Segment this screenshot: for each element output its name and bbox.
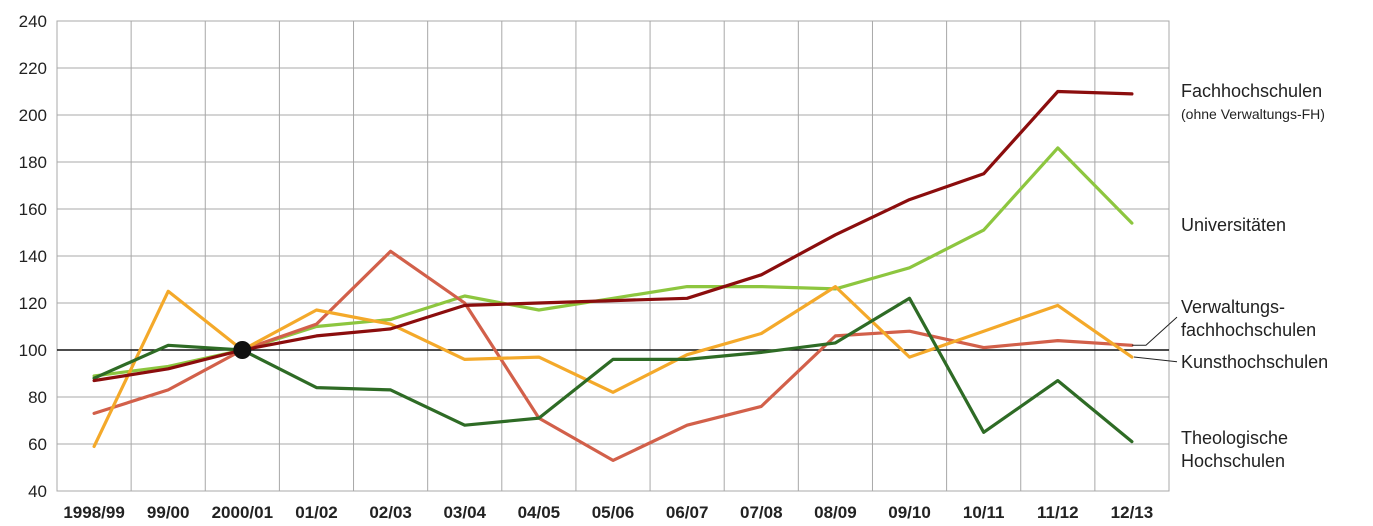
series-line-fh	[92, 89, 1134, 383]
x-axis: 1998/99 99/00 2000/01 01/02 02/03 03/04 04/05 0…	[63, 503, 1153, 522]
x-tick-label: 09/10	[888, 503, 931, 522]
y-tick-label: 220	[19, 59, 47, 78]
series-label-fh: Fachhochschulen	[1181, 81, 1322, 101]
y-tick-label: 240	[19, 12, 47, 31]
series-label-theo: Hochschulen	[1181, 451, 1285, 471]
x-tick-label: 1998/99	[63, 503, 124, 522]
leader-line-vfh	[1131, 316, 1178, 346]
series-line-vfh	[92, 249, 1134, 462]
y-tick-label: 160	[19, 200, 47, 219]
x-tick-label: 11/12	[1037, 503, 1079, 522]
y-tick-label: 120	[19, 294, 47, 313]
y-axis: 40 60 80 100 120 140 160 180 200 220 240	[19, 12, 47, 501]
x-tick-label: 10/11	[963, 503, 1005, 522]
x-tick-label: 07/08	[740, 503, 783, 522]
x-tick-label: 12/13	[1111, 503, 1154, 522]
y-tick-label: 40	[28, 482, 47, 501]
series-label-fh: (ohne Verwaltungs-FH)	[1181, 106, 1325, 122]
x-tick-label: 04/05	[518, 503, 561, 522]
x-tick-label: 06/07	[666, 503, 709, 522]
series-line-kunst	[92, 285, 1134, 448]
series-line-theo	[92, 296, 1134, 444]
x-tick-label: 02/03	[369, 503, 412, 522]
base-year-dot	[233, 341, 252, 359]
series-label-theo: Theologische	[1181, 428, 1288, 448]
y-tick-label: 200	[19, 106, 47, 125]
y-tick-label: 60	[28, 435, 47, 454]
x-tick-label: 99/00	[147, 503, 190, 522]
x-tick-label: 05/06	[592, 503, 635, 522]
x-tick-label: 01/02	[295, 503, 338, 522]
y-tick-label: 180	[19, 153, 47, 172]
x-tick-label: 03/04	[443, 503, 486, 522]
series-label-vfh: fachhochschulen	[1181, 320, 1316, 340]
y-tick-label: 140	[19, 247, 47, 266]
leader-line-kunst	[1133, 356, 1178, 363]
series-lines	[92, 89, 1134, 462]
y-tick-label: 100	[19, 341, 47, 360]
series-label-kunst: Kunsthochschulen	[1181, 352, 1328, 372]
series-label-uni: Universitäten	[1181, 215, 1286, 235]
series-label-vfh: Verwaltungs-	[1181, 297, 1285, 317]
series-line-uni	[92, 146, 1134, 378]
x-tick-label: 2000/01	[212, 503, 273, 522]
x-tick-label: 08/09	[814, 503, 857, 522]
base-year-marker	[233, 341, 252, 359]
y-tick-label: 80	[28, 388, 47, 407]
series-labels: Fachhochschulen (ohne Verwaltungs-FH) Univ…	[1131, 81, 1328, 471]
